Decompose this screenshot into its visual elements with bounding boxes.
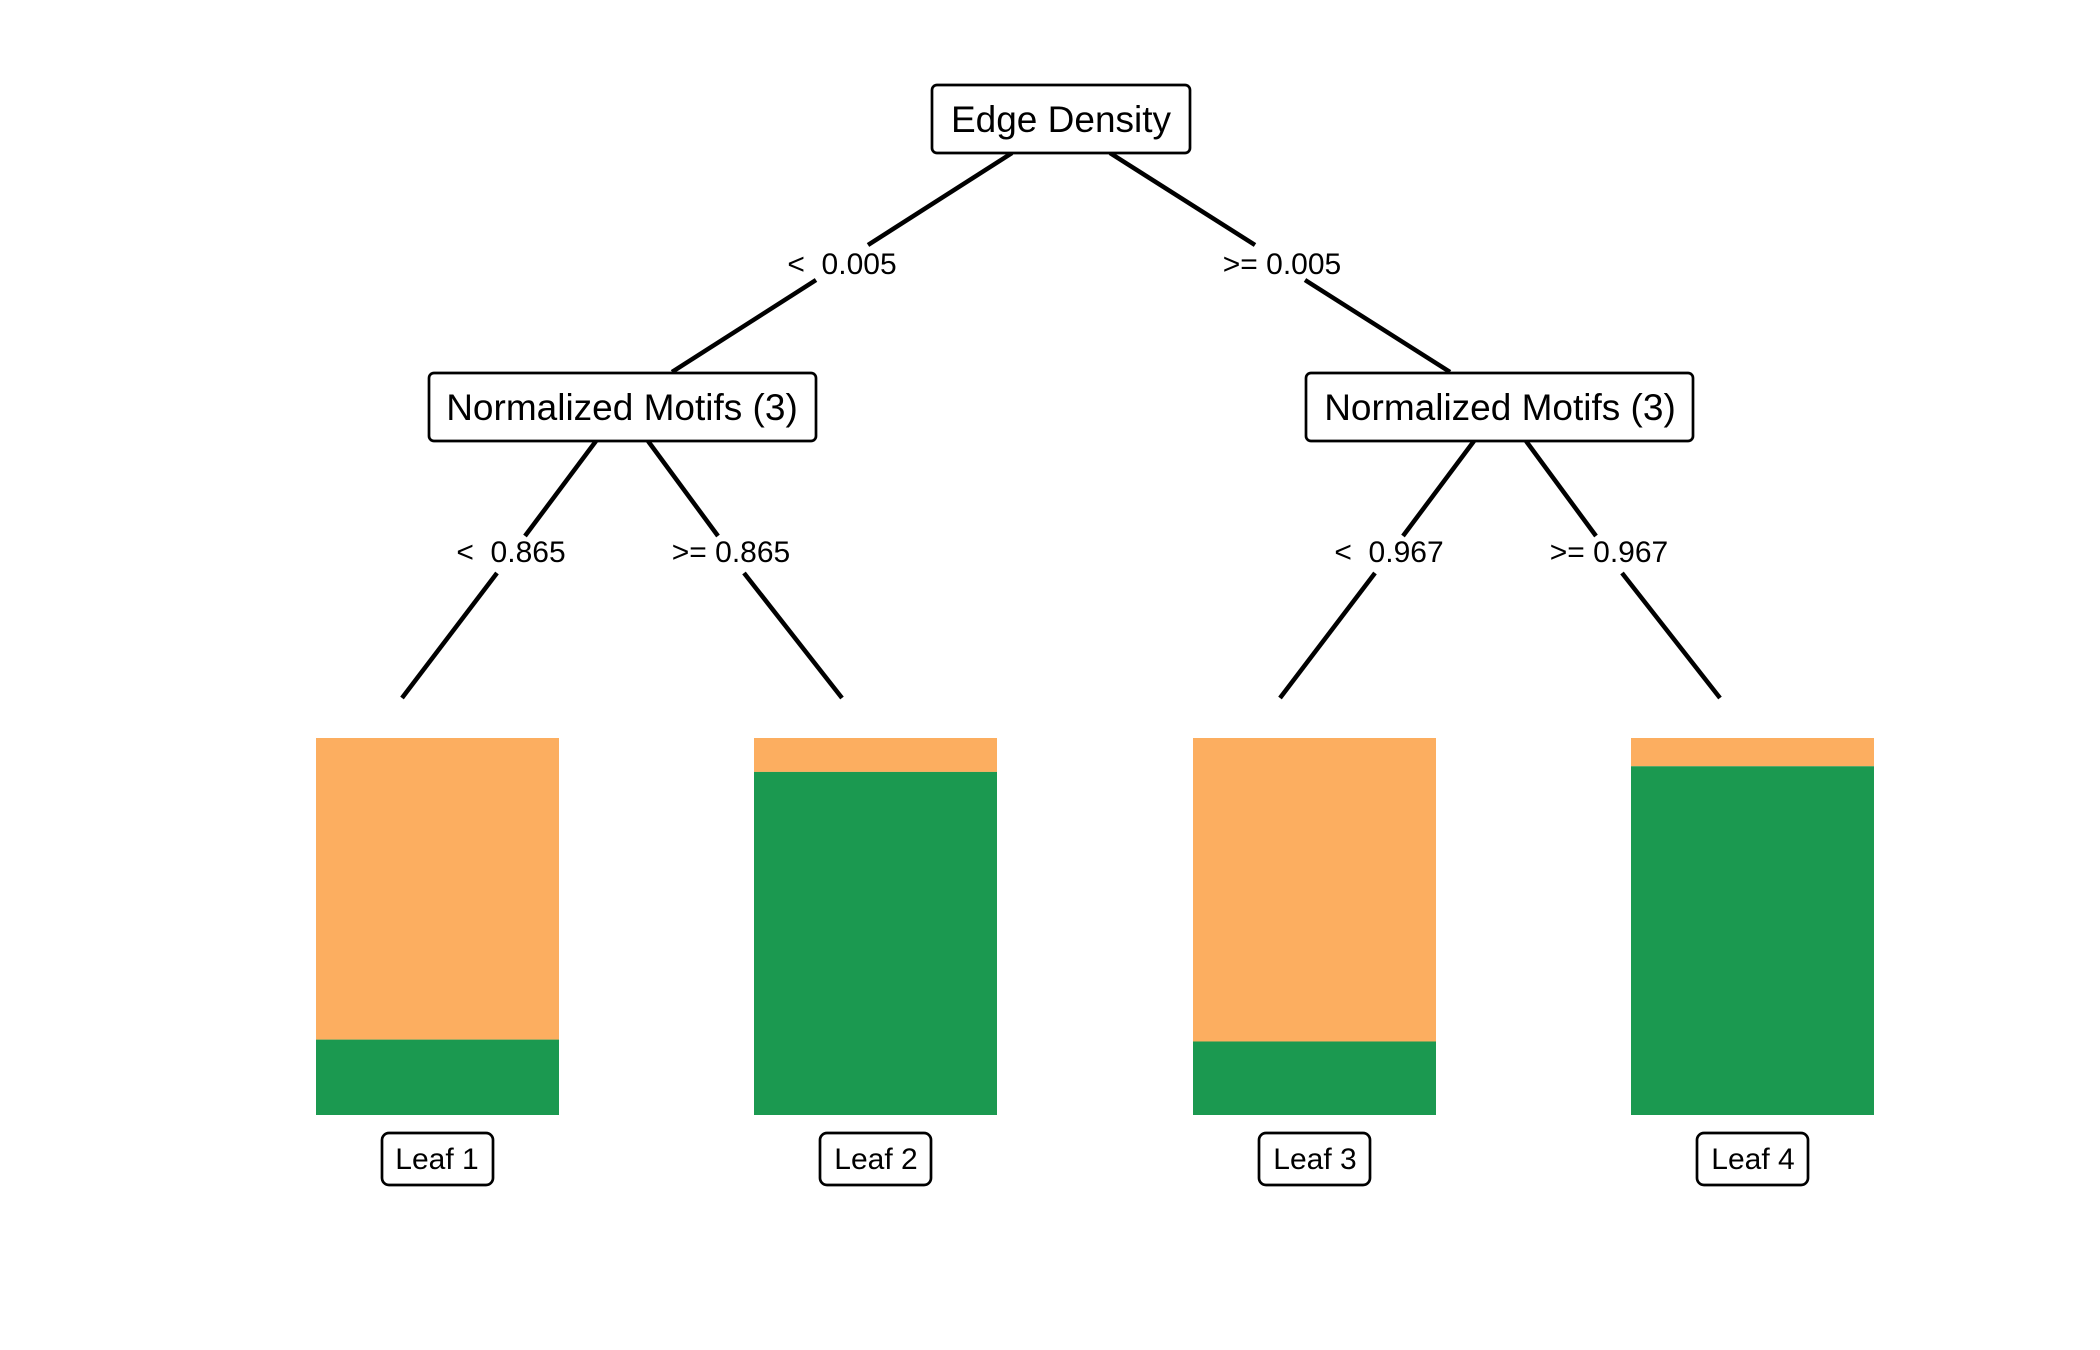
leaf-3-green-bar (1193, 1041, 1436, 1115)
leaf-4-orange-bar (1631, 738, 1874, 767)
edge-right-node-leaf3-upper (1401, 439, 1476, 538)
leaf-4-green-bar (1631, 766, 1874, 1115)
leaf-3-label-box (1257, 1131, 1372, 1187)
left-split-node-box (427, 371, 818, 443)
leaf-2-orange-bar (754, 738, 997, 772)
leaf-1-orange-bar (316, 738, 559, 1040)
edge-label-right-node-right: >= 0.967 (1550, 536, 1668, 569)
leaf-1: Leaf 1 (316, 738, 559, 1187)
left-split-node-label: Normalized Motifs (3) (446, 387, 798, 428)
right-split-node: Normalized Motifs (3) (1304, 371, 1695, 443)
edge-root-right-upper (1108, 151, 1257, 247)
edge-right-node-leaf4-lower (1620, 571, 1722, 700)
leaf-3: Leaf 3 (1193, 738, 1436, 1187)
root-node-box (930, 83, 1192, 155)
right-split-node-box (1304, 371, 1695, 443)
leaf-4-label: Leaf 4 (1711, 1143, 1794, 1176)
leaf-3-label: Leaf 3 (1273, 1143, 1356, 1176)
leaf-2-green-bar (754, 771, 997, 1115)
edge-left-node-leaf2-lower (742, 571, 844, 700)
edge-root-right-lower (1303, 278, 1452, 374)
edge-label-root-right: >= 0.005 (1223, 248, 1341, 281)
leaf-4: Leaf 4 (1631, 738, 1874, 1187)
edge-label-left-node-right: >= 0.865 (672, 536, 790, 569)
edge-right-node-leaf4-upper (1524, 439, 1598, 538)
edge-right-node-leaf3-lower (1278, 571, 1377, 700)
edge-left-node-leaf1-lower (400, 571, 499, 700)
root-node: Edge Density (930, 83, 1192, 155)
left-split-node: Normalized Motifs (3) (427, 371, 818, 443)
leaf-1-green-bar (316, 1039, 559, 1115)
right-split-node-label: Normalized Motifs (3) (1324, 387, 1676, 428)
edge-root-left-lower (670, 278, 818, 374)
edge-label-left-node-left: < 0.865 (456, 536, 565, 569)
leaf-4-label-box (1695, 1131, 1810, 1187)
leaf-1-label: Leaf 1 (395, 1143, 478, 1176)
edge-root-left-upper (866, 151, 1014, 247)
leaf-2-label-box (818, 1131, 933, 1187)
leaf-3-orange-bar (1193, 738, 1436, 1042)
leaf-1-label-box (380, 1131, 495, 1187)
edge-left-node-leaf1-upper (523, 439, 598, 538)
edge-label-root-left: < 0.005 (787, 248, 896, 281)
edge-label-right-node-left: < 0.967 (1334, 536, 1443, 569)
leaf-2-label: Leaf 2 (834, 1143, 917, 1176)
root-node-label: Edge Density (951, 99, 1172, 140)
leaf-2: Leaf 2 (754, 738, 997, 1187)
edge-left-node-leaf2-upper (646, 439, 720, 538)
